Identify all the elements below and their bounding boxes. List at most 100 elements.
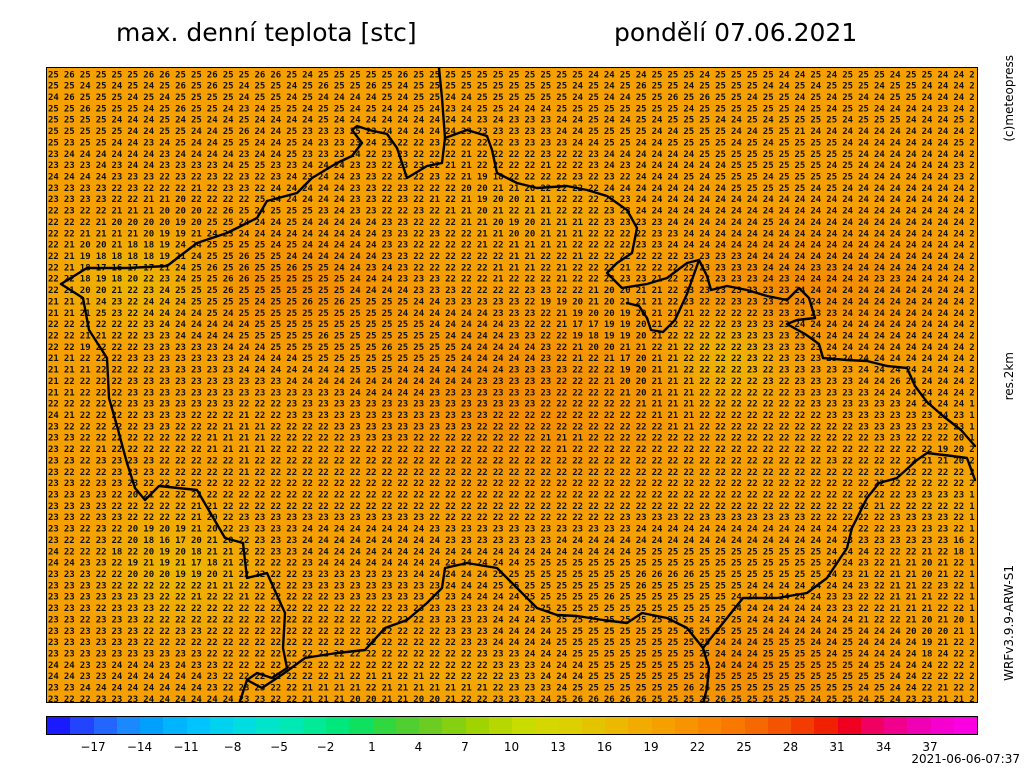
temperature-value: 24 (842, 241, 853, 251)
temperature-value: 24 (540, 547, 551, 557)
temperature-value: 24 (890, 218, 901, 228)
colorbar-segment (47, 717, 71, 734)
temperature-value: 23 (143, 457, 154, 467)
temperature-value: 25 (382, 332, 393, 342)
temperature-value: 21 (477, 218, 488, 228)
temperature-value: 19 (96, 275, 107, 285)
temperature-value: 22 (556, 479, 567, 489)
temperature-value: 25 (556, 559, 567, 569)
temperature-value: 20 (477, 184, 488, 194)
temperature-value: 22 (683, 491, 694, 501)
temperature-value: 22 (572, 161, 583, 171)
temperature-value: 25 (255, 309, 266, 319)
temperature-value: 23 (842, 411, 853, 421)
temperature-value: 22 (461, 434, 472, 444)
temperature-value: 25 (715, 684, 726, 694)
temperature-value: 25 (652, 616, 663, 626)
temperature-value: 22 (429, 207, 440, 217)
temperature-value: 25 (159, 127, 170, 137)
temperature-value: 24 (874, 161, 885, 171)
temperature-value: 22 (207, 457, 218, 467)
temperature-value: 21 (953, 627, 964, 637)
temperature-value: 25 (652, 672, 663, 682)
temperature-value: 22 (159, 491, 170, 501)
temperature-value: 22 (382, 502, 393, 512)
temperature-value: 25 (763, 570, 774, 580)
temperature-value: 22 (668, 491, 679, 501)
temperature-value: 22 (556, 173, 567, 183)
temperature-value: 22 (127, 502, 138, 512)
temperature-value: 26 (668, 570, 679, 580)
temperature-value: 24 (922, 104, 933, 114)
temperature-value: 23 (318, 400, 329, 410)
temperature-value: 24 (191, 672, 202, 682)
temperature-value: 22 (302, 491, 313, 501)
temperature-value: 22 (334, 502, 345, 512)
temperature-value: 23 (604, 207, 615, 217)
temperature-value: 23 (80, 581, 91, 591)
temperature-value: 25 (302, 82, 313, 92)
temperature-value: 24 (906, 218, 917, 228)
temperature-value: 24 (795, 104, 806, 114)
temperature-value: 19 (175, 218, 186, 228)
temperature-value: 24 (858, 93, 869, 103)
temperature-value: 22 (842, 434, 853, 444)
temperature-value: 25 (509, 82, 520, 92)
temperature-value: 25 (286, 298, 297, 308)
temperature-value: 24 (953, 263, 964, 273)
temperature-value: 24 (397, 82, 408, 92)
temperature-value: 24 (747, 241, 758, 251)
temperature-value: 24 (48, 411, 59, 421)
temperature-value: 24 (397, 366, 408, 376)
temperature-value: 20 (477, 207, 488, 217)
colorbar-segment (442, 717, 466, 734)
temperature-value: 24 (223, 695, 234, 703)
temperature-value: 25 (96, 116, 107, 126)
temperature-value: 23 (429, 275, 440, 285)
temperature-value: 25 (699, 104, 710, 114)
temperature-value: 25 (636, 116, 647, 126)
temperature-value: 22 (938, 661, 949, 671)
temperature-value: 22 (938, 502, 949, 512)
temperature-value: 24 (652, 127, 663, 137)
temperature-value: 22 (334, 479, 345, 489)
temperature-value: 25 (48, 104, 59, 114)
temperature-value: 24 (636, 150, 647, 160)
temperature-value: 24 (540, 650, 551, 660)
temperature-value: 21 (556, 434, 567, 444)
temperature-value: 22 (318, 661, 329, 671)
temperature-value: 25 (223, 252, 234, 262)
temperature-value: 22 (938, 468, 949, 478)
temperature-value: 21 (366, 672, 377, 682)
temperature-value: 24 (795, 218, 806, 228)
temperature-value: 23 (620, 218, 631, 228)
temperature-value: 23 (826, 457, 837, 467)
temperature-value: 21 (906, 570, 917, 580)
temperature-value: 24 (270, 229, 281, 239)
temperature-value: 22 (795, 468, 806, 478)
temperature-value: 24 (413, 536, 424, 546)
temperature-value: 22 (445, 173, 456, 183)
temperature-value: 22 (334, 616, 345, 626)
temperature-value: 23 (350, 570, 361, 580)
temperature-value: 24 (620, 536, 631, 546)
temperature-value: 20 (175, 207, 186, 217)
temperature-value: 26 (683, 570, 694, 580)
temperature-value: 24 (763, 275, 774, 285)
temperature-value: 24 (763, 195, 774, 205)
temperature-value: 24 (810, 638, 821, 648)
temperature-value: 25 (699, 82, 710, 92)
temperature-value: 24 (938, 195, 949, 205)
temperature-value: 24 (159, 139, 170, 149)
temperature-value: 25 (255, 275, 266, 285)
temperature-value: 25 (191, 275, 202, 285)
temperature-value: 24 (938, 298, 949, 308)
temperature-value: 24 (810, 593, 821, 603)
temperature-value: 23 (96, 593, 107, 603)
temperature-value: 24 (239, 354, 250, 364)
temperature-value: 22 (318, 604, 329, 614)
temperature-value: 25 (429, 354, 440, 364)
temperature-value: 21 (223, 570, 234, 580)
temperature-value: 25 (795, 661, 806, 671)
temperature-value: 22 (747, 388, 758, 398)
